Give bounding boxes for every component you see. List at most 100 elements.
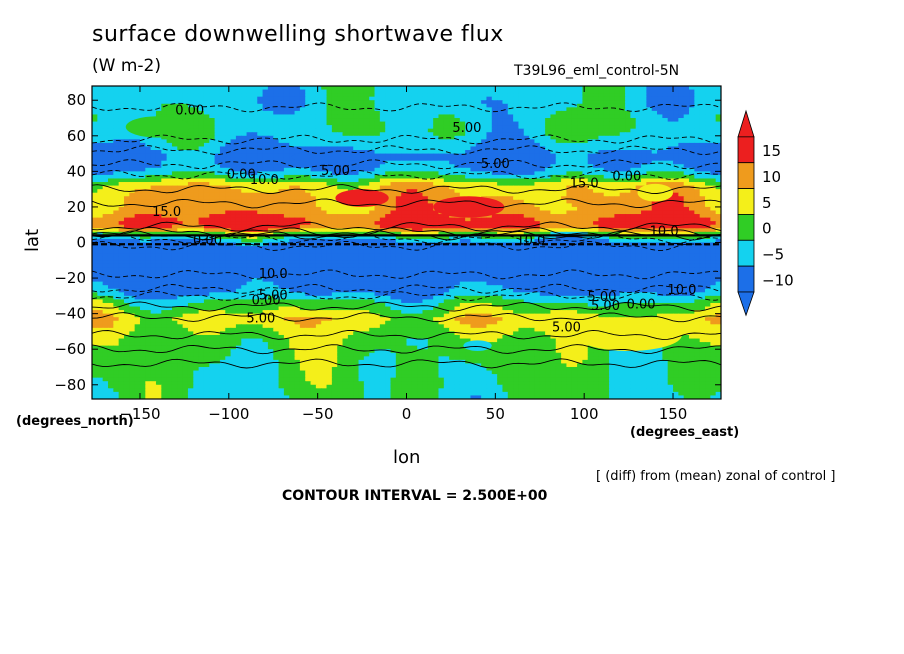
field-cell [550, 114, 557, 119]
field-cell [379, 178, 386, 183]
field-cell [273, 206, 280, 212]
field-cell [561, 118, 568, 123]
field-cell [257, 235, 264, 240]
field-cell [139, 174, 146, 180]
field-cell [438, 157, 445, 162]
field-cell [134, 100, 141, 105]
field-cell [593, 164, 599, 169]
field-cell [715, 142, 721, 148]
field-cell [459, 118, 466, 123]
field-cell [395, 182, 402, 187]
field-cell [193, 206, 200, 212]
field-cell [401, 100, 408, 105]
field-cell [134, 214, 141, 219]
field-cell [246, 103, 253, 108]
field-cell [539, 199, 546, 204]
field-cell [315, 185, 322, 190]
field-cell [646, 182, 653, 187]
field-cell [177, 153, 184, 158]
field-cell [337, 132, 344, 137]
field-cell [545, 153, 552, 158]
field-cell [454, 128, 461, 133]
field-cell [267, 178, 274, 183]
field-cell [614, 107, 621, 112]
field-cell [257, 167, 264, 172]
field-cell [630, 196, 637, 201]
field-cell [385, 214, 392, 219]
field-cell [241, 153, 248, 158]
field-cell [443, 93, 450, 98]
field-cell [193, 128, 200, 133]
field-cell [625, 182, 631, 187]
field-cell [214, 100, 221, 105]
field-cell [582, 210, 589, 215]
field-cell [625, 192, 631, 197]
field-cell [705, 110, 711, 116]
field-cell [705, 174, 711, 180]
field-cell [422, 174, 429, 180]
field-cell [379, 132, 386, 137]
field-cell [619, 139, 626, 144]
field-cell [123, 164, 130, 169]
field-cell [347, 164, 354, 169]
field-cell [305, 150, 312, 155]
field-cell [539, 231, 546, 236]
field-cell [294, 178, 301, 183]
field-cell [491, 196, 498, 201]
field-cell [161, 231, 168, 236]
field-cell [635, 86, 642, 91]
field-cell [534, 167, 541, 172]
field-cell [475, 89, 482, 94]
field-cell [683, 167, 690, 172]
field-cell [134, 203, 141, 208]
field-cell [401, 135, 408, 140]
field-cell [310, 86, 317, 91]
field-cell [198, 110, 205, 116]
field-cell [262, 160, 269, 165]
field-cell [411, 153, 418, 158]
field-cell [241, 210, 248, 215]
field-cell [427, 100, 434, 105]
field-cell [406, 203, 413, 208]
field-cell [662, 86, 669, 91]
field-cell [417, 217, 424, 222]
field-cell [107, 146, 114, 151]
field-cell [619, 121, 626, 126]
field-cell [502, 86, 509, 91]
field-cell [715, 164, 721, 169]
field-cell [358, 174, 365, 180]
field-cell [481, 185, 488, 190]
field-cell [438, 128, 445, 133]
field-cell [246, 185, 253, 190]
field-cell [523, 107, 530, 112]
field-cell [411, 185, 418, 190]
field-cell [283, 93, 290, 98]
field-cell [315, 196, 322, 201]
field-cell [299, 128, 306, 133]
field-cell [715, 217, 721, 222]
field-cell [523, 231, 530, 236]
field-cell [699, 224, 706, 229]
field-cell [438, 164, 445, 169]
field-cell [145, 139, 152, 144]
field-cell [262, 164, 269, 169]
field-cell [251, 174, 258, 180]
field-cell [145, 164, 152, 169]
field-cell [214, 146, 221, 151]
field-cell [251, 221, 258, 226]
field-cell [694, 93, 701, 98]
field-cell [699, 96, 706, 101]
field-cell [678, 189, 685, 194]
field-cell [379, 142, 386, 148]
field-cell [278, 167, 285, 172]
field-cell [299, 189, 306, 194]
field-cell [561, 171, 568, 176]
field-cell [134, 103, 141, 108]
field-cell [219, 110, 226, 116]
field-cell [587, 110, 594, 116]
field-cell [534, 103, 541, 108]
field-cell [337, 128, 344, 133]
field-cell [630, 150, 637, 155]
field-cell [486, 142, 493, 148]
field-cell [470, 228, 477, 233]
